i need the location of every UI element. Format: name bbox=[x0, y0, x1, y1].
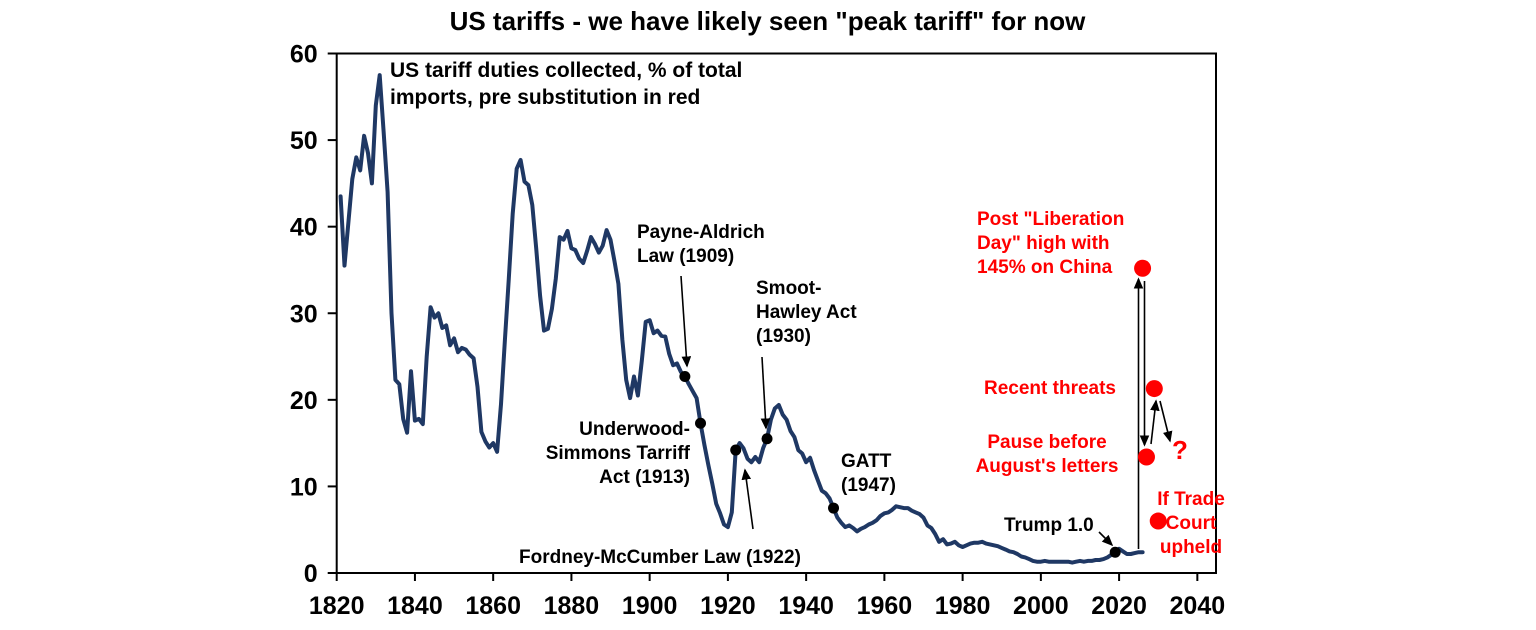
chart-title: US tariffs - we have likely seen "peak t… bbox=[449, 6, 1086, 36]
y-tick-label: 0 bbox=[304, 560, 318, 588]
event-marker-dot bbox=[679, 370, 691, 382]
x-tick-label: 1960 bbox=[857, 592, 913, 620]
x-tick-label: 1860 bbox=[465, 592, 521, 620]
y-tick-label: 20 bbox=[290, 387, 318, 415]
annotation-arrow bbox=[1150, 399, 1160, 445]
annotation-arrow bbox=[1098, 531, 1114, 547]
annotation-arrow bbox=[760, 356, 771, 430]
tariff-line bbox=[338, 73, 1145, 565]
x-tick-label: 2020 bbox=[1091, 592, 1147, 620]
annotation-arrow bbox=[680, 275, 692, 368]
x-tick-label: 1980 bbox=[935, 592, 991, 620]
y-tick-label: 10 bbox=[290, 473, 318, 501]
red-scenario-dot bbox=[1134, 259, 1152, 277]
red-scenario-dot bbox=[1137, 448, 1155, 466]
y-tick-label: 40 bbox=[290, 214, 318, 242]
annotation-pause-august: Pause before August's letters bbox=[975, 432, 1119, 477]
x-tick-label: 1880 bbox=[544, 592, 600, 620]
x-tick-label: 1820 bbox=[309, 592, 365, 620]
y-tick-label: 60 bbox=[290, 41, 318, 69]
x-tick-label: 1840 bbox=[387, 592, 443, 620]
x-tick-label: 1900 bbox=[622, 592, 678, 620]
annotation-fordney-mccumber: Fordney-McCumber Law (1922) bbox=[519, 547, 801, 568]
annotation-question-mark: ? bbox=[1172, 435, 1188, 465]
annotation-payne-aldrich: Payne-Aldrich Law (1909) bbox=[637, 222, 765, 267]
annotation-recent-threats: Recent threats bbox=[984, 378, 1116, 399]
annotation-underwood-simmons: Underwood- Simmons Tarriff Act (1913) bbox=[545, 419, 690, 488]
event-marker-dot bbox=[761, 433, 773, 445]
annotation-arrow bbox=[741, 468, 754, 530]
x-tick-label: 1940 bbox=[778, 592, 834, 620]
event-marker-dot bbox=[695, 417, 707, 429]
x-tick-label: 2040 bbox=[1170, 592, 1226, 620]
event-marker-dot bbox=[828, 502, 840, 514]
red-scenario-dot bbox=[1145, 380, 1163, 398]
red-scenario-dot bbox=[1149, 512, 1167, 530]
event-marker-dot bbox=[730, 444, 742, 456]
y-tick-label: 30 bbox=[290, 300, 318, 328]
chart-subtitle: US tariff duties collected, % of total i… bbox=[390, 59, 743, 109]
annotation-smoot-hawley: Smoot- Hawley Act (1930) bbox=[756, 278, 857, 347]
annotation-trump-1-0: Trump 1.0 bbox=[1004, 515, 1094, 536]
annotation-gatt: GATT (1947) bbox=[841, 451, 896, 496]
annotation-arrow bbox=[1159, 400, 1173, 443]
x-tick-label: 2000 bbox=[1013, 592, 1069, 620]
annotation-trade-court: If Trade Court upheld bbox=[1157, 489, 1225, 558]
annotation-post-liberation-day: Post "Liberation Day" high with 145% on … bbox=[977, 209, 1125, 278]
x-tick-label: 1920 bbox=[700, 592, 756, 620]
y-tick-label: 50 bbox=[290, 127, 318, 155]
event-marker-dot bbox=[1109, 546, 1121, 558]
